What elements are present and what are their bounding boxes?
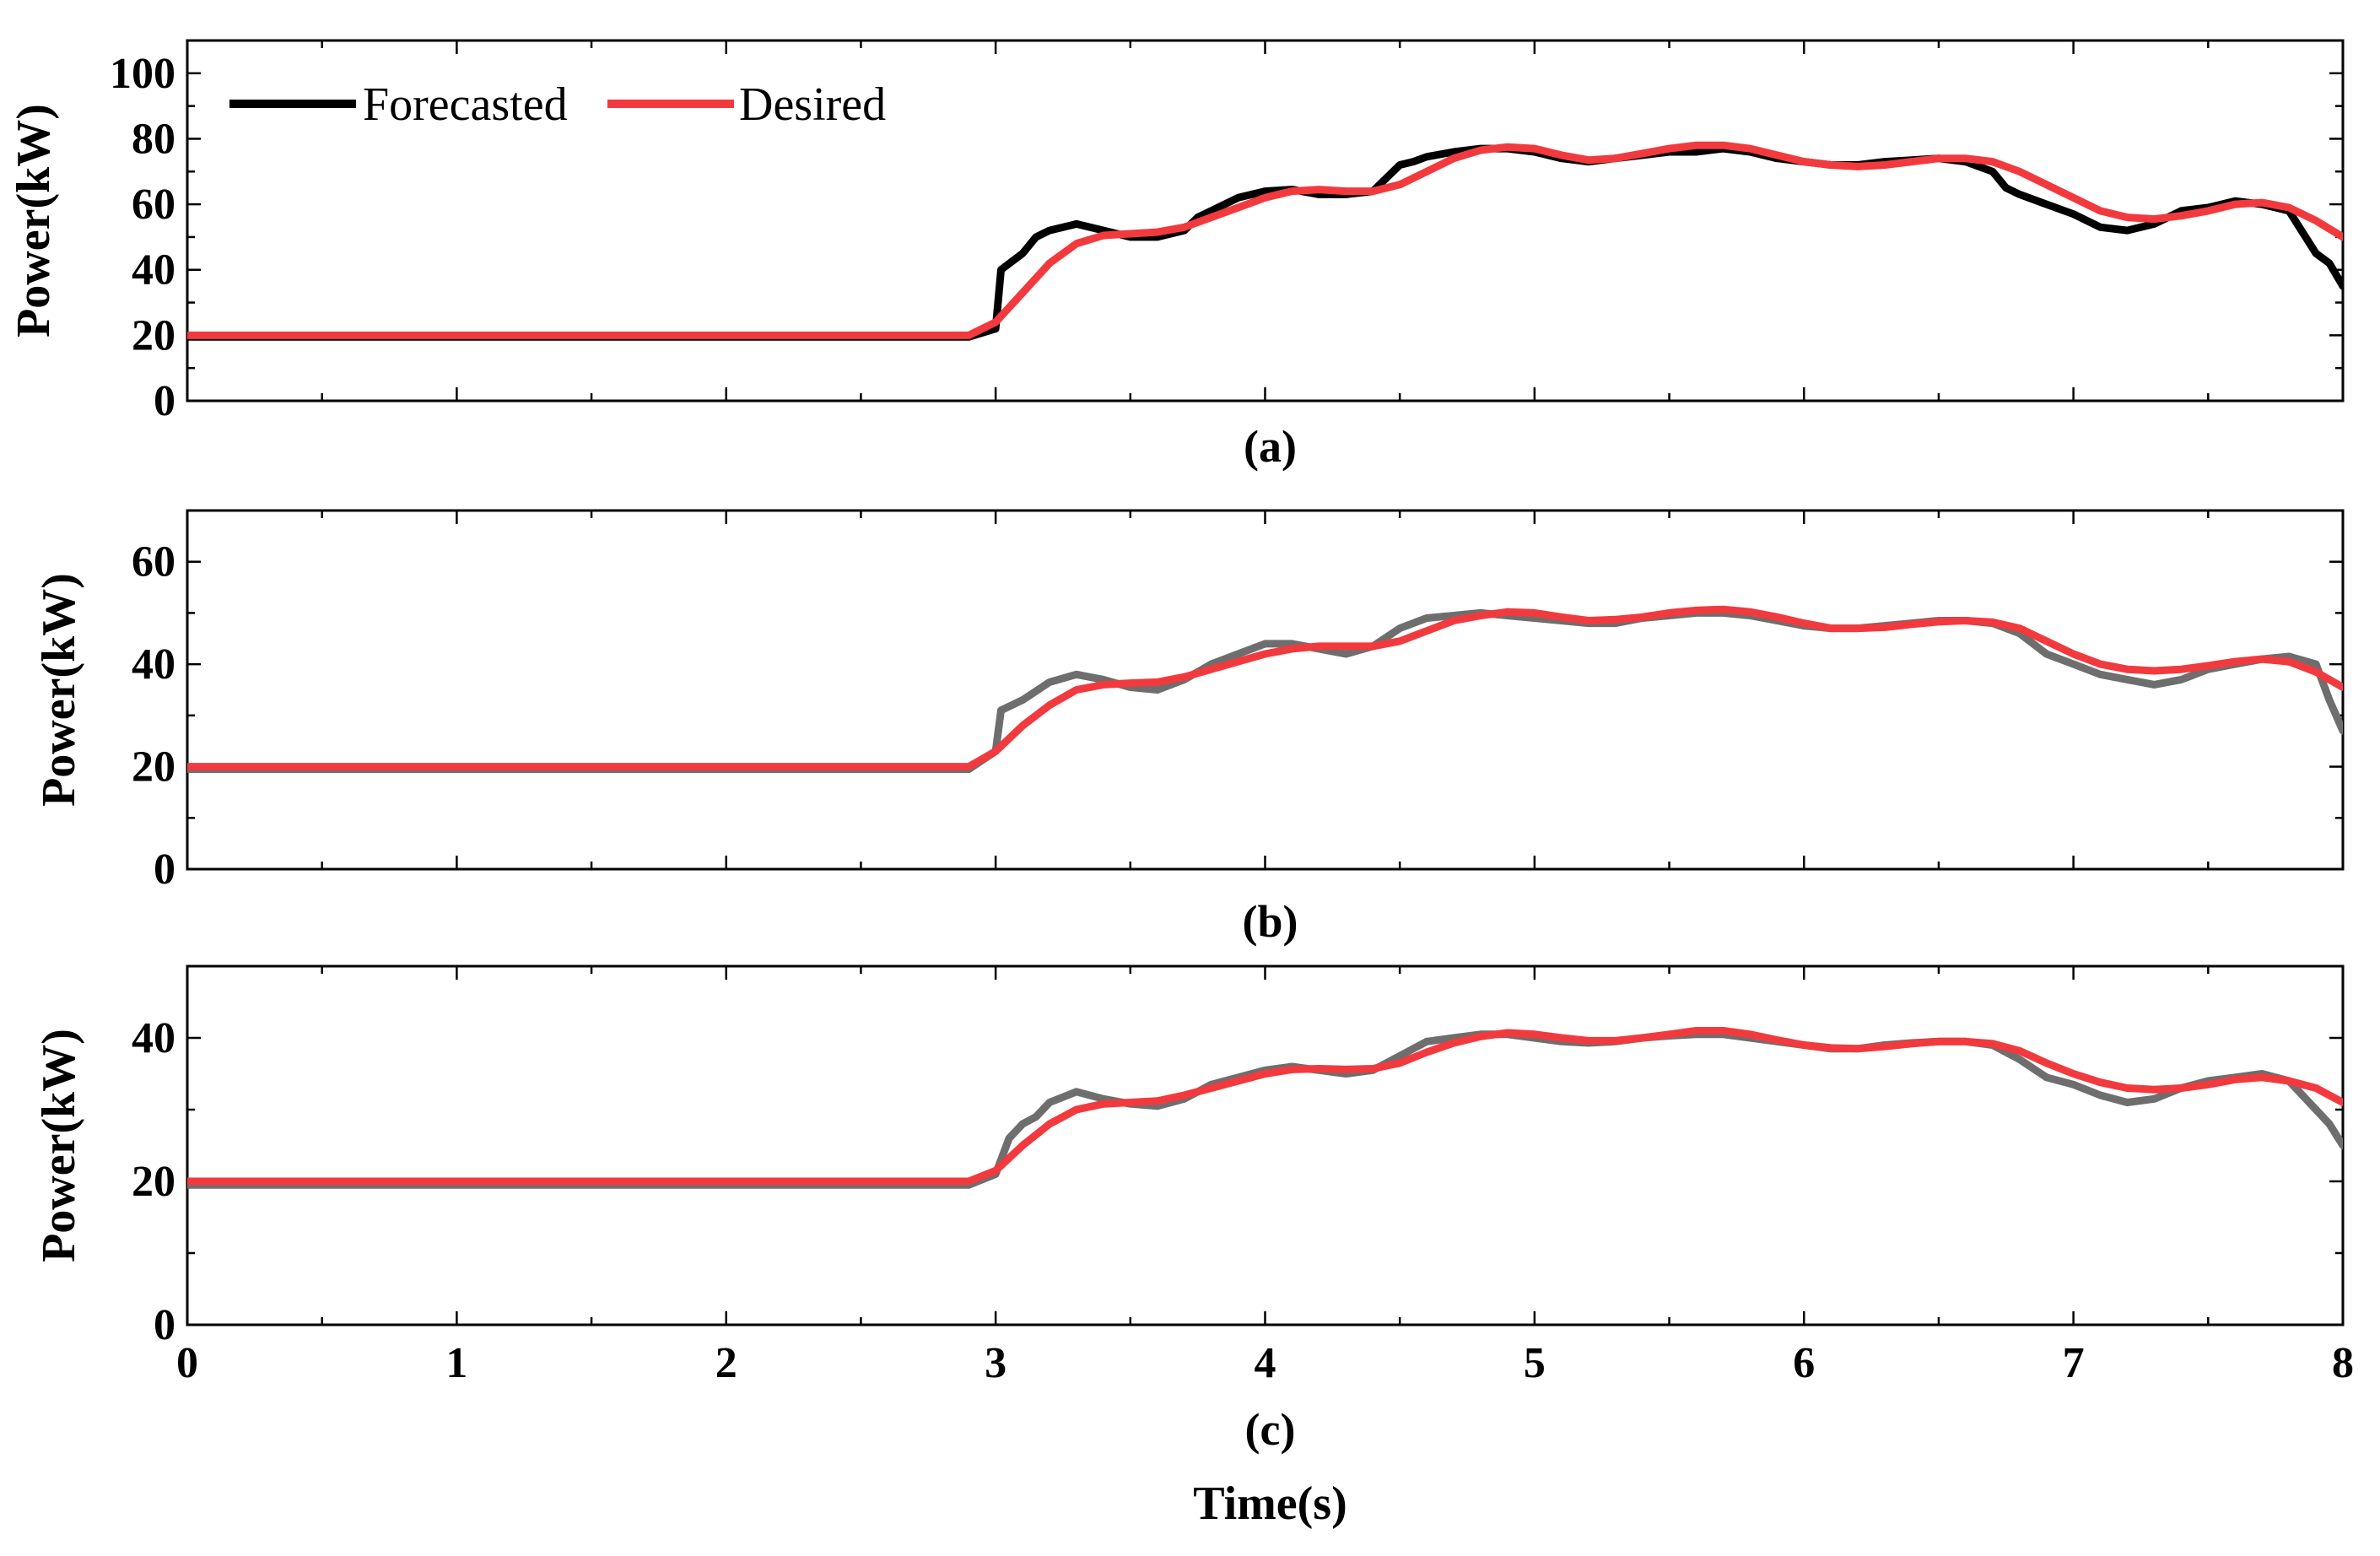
y-tick-label: 0 [154, 1301, 175, 1349]
x-tick-label: 2 [715, 1339, 737, 1387]
x-tick-label: 3 [985, 1339, 1007, 1387]
y-axis-label: Power(kW) [33, 573, 85, 807]
y-tick-label: 20 [132, 1158, 175, 1206]
x-tick-label: 5 [1524, 1339, 1546, 1387]
x-axis-label: Time(s) [1193, 1478, 1347, 1530]
legend-label: Forecasted [363, 78, 568, 131]
y-tick-label: 40 [132, 246, 175, 294]
plot-frame [186, 964, 2345, 1326]
legend-label: Desired [739, 78, 886, 131]
panel-b: 0 20 40 60 Power(kW) (b) [33, 509, 2345, 947]
x-tick-label: 4 [1255, 1339, 1276, 1387]
x-tick-label: 0 [176, 1339, 198, 1387]
y-tick-label: 60 [132, 181, 175, 229]
legend: Forecasted Desired [229, 78, 886, 131]
panel-c: 0 20 40 0 1 2 3 4 5 6 7 8 Power(kW) (c) Time(s) [33, 964, 2354, 1530]
y-axis-label: Power(kW) [8, 104, 60, 338]
panel-label: (b) [1243, 896, 1298, 947]
y-tick-label: 20 [132, 743, 175, 792]
x-tick-label: 6 [1793, 1339, 1815, 1387]
y-tick-label: 100 [110, 50, 175, 98]
panel-a: 0 20 40 60 80 100 Power(kW) (a) Forecasted Desire… [8, 39, 2345, 472]
x-tick-label: 8 [2332, 1339, 2354, 1387]
x-tick-label: 7 [2063, 1339, 2085, 1387]
series-line-desired [187, 605, 2343, 771]
x-tick-label: 1 [445, 1339, 467, 1387]
y-axis-label: Power(kW) [33, 1029, 85, 1262]
panel-label: (a) [1244, 421, 1297, 472]
series-line-forecasted [187, 144, 2343, 341]
y-tick-label: 80 [132, 115, 175, 163]
y-tick-label: 60 [132, 538, 175, 586]
y-tick-label: 20 [132, 311, 175, 359]
y-tick-label: 0 [154, 377, 175, 425]
y-tick-label: 0 [154, 846, 175, 894]
series-line-desired [187, 141, 2343, 339]
series-line-forecasted [187, 1030, 2343, 1189]
panel-label: (c) [1245, 1404, 1296, 1455]
series-line-desired [187, 1027, 2343, 1186]
plot-frame [186, 509, 2345, 871]
y-tick-label: 40 [132, 640, 175, 689]
y-tick-label: 40 [132, 1014, 175, 1062]
series-line-forecasted [187, 608, 2343, 774]
